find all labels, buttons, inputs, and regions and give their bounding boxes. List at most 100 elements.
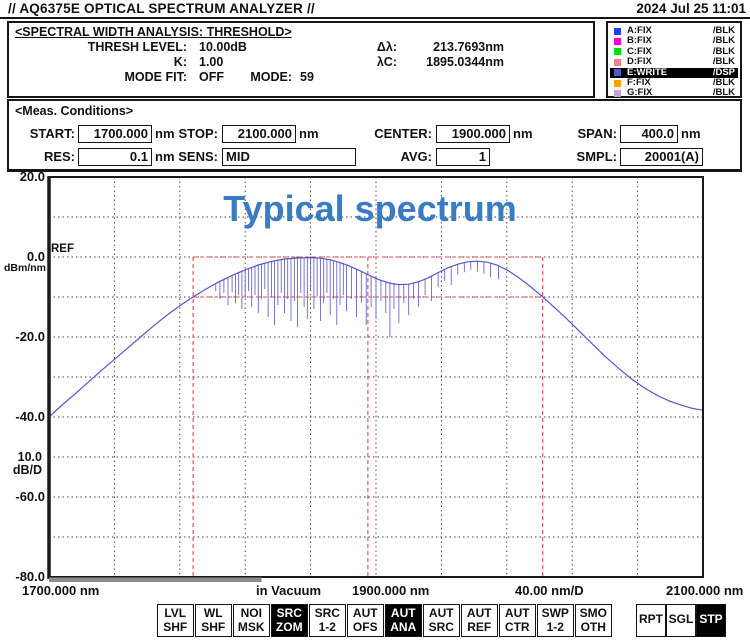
lambda-c-label: λC: [376, 55, 397, 69]
meas-conditions-panel: <Meas. Conditions> START: 1700.000 nm ST… [7, 99, 742, 172]
y-tick-m40: -40.0 [15, 409, 45, 424]
trace-status-panel: A:FIX/BLK B:FIX/BLK C:FIX/BLK D:FIX/BLK E:WR… [606, 21, 742, 98]
start-label: START: [29, 126, 75, 141]
start-field[interactable]: 1700.000 [78, 125, 152, 143]
delta-lambda-value: 213.7693nm [433, 40, 504, 54]
thresh-level-label: THRESH LEVEL: [87, 40, 187, 54]
k-value: 1.00 [199, 55, 224, 69]
mode-label: MODE: [250, 70, 292, 84]
softkey-sgl[interactable]: SGL [666, 604, 696, 637]
trace-id: E:WRITE [627, 66, 668, 78]
sens-label: SENS: [178, 149, 218, 164]
softkey-src-zom[interactable]: SRC ZOM [271, 604, 308, 637]
datetime: 2024 Jul 25 11:01 [636, 1, 746, 16]
res-label: RES: [43, 149, 75, 164]
res-unit: nm [155, 149, 175, 164]
trace-id: G:FIX [627, 87, 653, 99]
avg-label: AVG: [400, 149, 432, 164]
trace-status: /BLK [712, 25, 735, 36]
softkey-wl-shf[interactable]: WL SHF [195, 604, 232, 637]
trace-id: A:FIX [627, 25, 652, 36]
y-tick-m20: -20.0 [15, 329, 45, 344]
trace-status: /BLK [712, 87, 735, 99]
trace-color-swatch [614, 79, 621, 87]
res-field[interactable]: 0.1 [78, 148, 152, 166]
y-tick-m80: -80.0 [15, 569, 45, 584]
trace-status: /BLK [712, 56, 735, 68]
softkey-lvl-shf[interactable]: LVL SHF [157, 604, 194, 637]
softkey-src-1-2[interactable]: SRC 1-2 [309, 604, 346, 637]
k-label: K: [173, 55, 187, 69]
y-tick-0: 0.0 [26, 249, 45, 264]
trace-id: D:FIX [627, 56, 652, 68]
trace-status: /BLK [712, 77, 735, 88]
softkey-aut-ofs[interactable]: AUT OFS [347, 604, 384, 637]
x-tick-center: 1900.000 nm [352, 583, 430, 598]
analysis-heading: <SPECTRAL WIDTH ANALYSIS: THRESHOLD> [15, 25, 292, 39]
vacuum-label: in Vacuum [256, 583, 322, 598]
softkey-aut-ana[interactable]: AUT ANA [385, 604, 422, 637]
softkey-row-sweep: RPT SGL STP [636, 604, 726, 637]
softkey-swp-1-2[interactable]: SWP 1-2 [537, 604, 574, 637]
chart-annotation-title: Typical spectrum [223, 188, 517, 229]
y-tick-m60: -60.0 [15, 489, 45, 504]
trace-status: /BLK [712, 45, 735, 57]
mode-value: 59 [300, 70, 314, 84]
center-field[interactable]: 1900.000 [436, 125, 510, 143]
start-unit: nm [155, 126, 175, 141]
softkey-rpt[interactable]: RPT [636, 604, 666, 637]
trace-color-swatch [614, 89, 621, 97]
center-label: CENTER: [374, 126, 432, 141]
span-field[interactable]: 400.0 [620, 125, 678, 143]
app-title: // AQ6375E OPTICAL SPECTRUM ANALYZER // [8, 1, 315, 16]
meas-heading: <Meas. Conditions> [15, 104, 134, 118]
softkey-noi-msk[interactable]: NOI MSK [233, 604, 270, 637]
trace-row-E[interactable]: E:WRITE/DSP [610, 66, 738, 78]
delta-lambda-label: Δλ: [376, 40, 397, 54]
spectral-width-analysis-panel: <SPECTRAL WIDTH ANALYSIS: THRESHOLD> THR… [7, 21, 595, 98]
x-tick-start: 1700.000 nm [22, 583, 100, 598]
softkey-aut-ref[interactable]: AUT REF [461, 604, 498, 637]
lambda-c-value: 1895.0344nm [426, 55, 504, 69]
analysis-row-3: MODE FIT: OFF MODE: 59 [9, 70, 593, 85]
analysis-row-2: K: 1.00 λC: 1895.0344nm [9, 55, 593, 70]
trace-color-swatch [614, 48, 621, 56]
avg-field[interactable]: 1 [436, 148, 490, 166]
mode-fit-label: MODE FIT: [124, 70, 188, 84]
x-tick-stop: 2100.000 nm [666, 583, 744, 598]
trace-color-swatch [614, 58, 621, 66]
trace-id: B:FIX [627, 35, 652, 47]
softkey-smo-oth[interactable]: SMO OTH [575, 604, 612, 637]
stop-unit: nm [299, 126, 319, 141]
stop-field[interactable]: 2100.000 [222, 125, 296, 143]
ref-level-label: REF [51, 243, 74, 255]
y-axis-unit: dBm/nm [4, 262, 46, 274]
trace-row-F[interactable]: F:FIX/BLK [610, 77, 738, 88]
softkey-stp[interactable]: STP [696, 604, 726, 637]
span-unit: nm [681, 126, 701, 141]
mode-fit-value: OFF [199, 70, 224, 84]
trace-status: /BLK [712, 35, 735, 47]
trace-color-swatch [614, 69, 621, 77]
center-unit: nm [513, 126, 533, 141]
trace-status: /DSP [712, 66, 735, 78]
trace-id: F:FIX [627, 77, 651, 88]
title-divider [0, 17, 750, 19]
trace-row-C[interactable]: C:FIX/BLK [610, 45, 738, 57]
softkey-aut-ctr[interactable]: AUT CTR [499, 604, 536, 637]
y-tick-20: 20.0 [19, 169, 45, 184]
softkey-aut-src[interactable]: AUT SRC [423, 604, 460, 637]
trace-row-B[interactable]: B:FIX/BLK [610, 35, 738, 47]
stop-label: STOP: [178, 126, 219, 141]
span-label: SPAN: [577, 126, 617, 141]
sens-field[interactable]: MID [222, 148, 356, 166]
y-scale-value: 10.0 [17, 450, 42, 464]
trace-row-A[interactable]: A:FIX/BLK [610, 25, 738, 36]
thresh-level-value: 10.00dB [199, 40, 247, 54]
trace-color-swatch [614, 27, 621, 35]
trace-row-D[interactable]: D:FIX/BLK [610, 56, 738, 68]
trace-row-G[interactable]: G:FIX/BLK [610, 87, 738, 99]
smpl-field[interactable]: 20001(A) [620, 148, 703, 166]
analysis-row-1: THRESH LEVEL: 10.00dB Δλ: 213.7693nm [9, 40, 593, 55]
